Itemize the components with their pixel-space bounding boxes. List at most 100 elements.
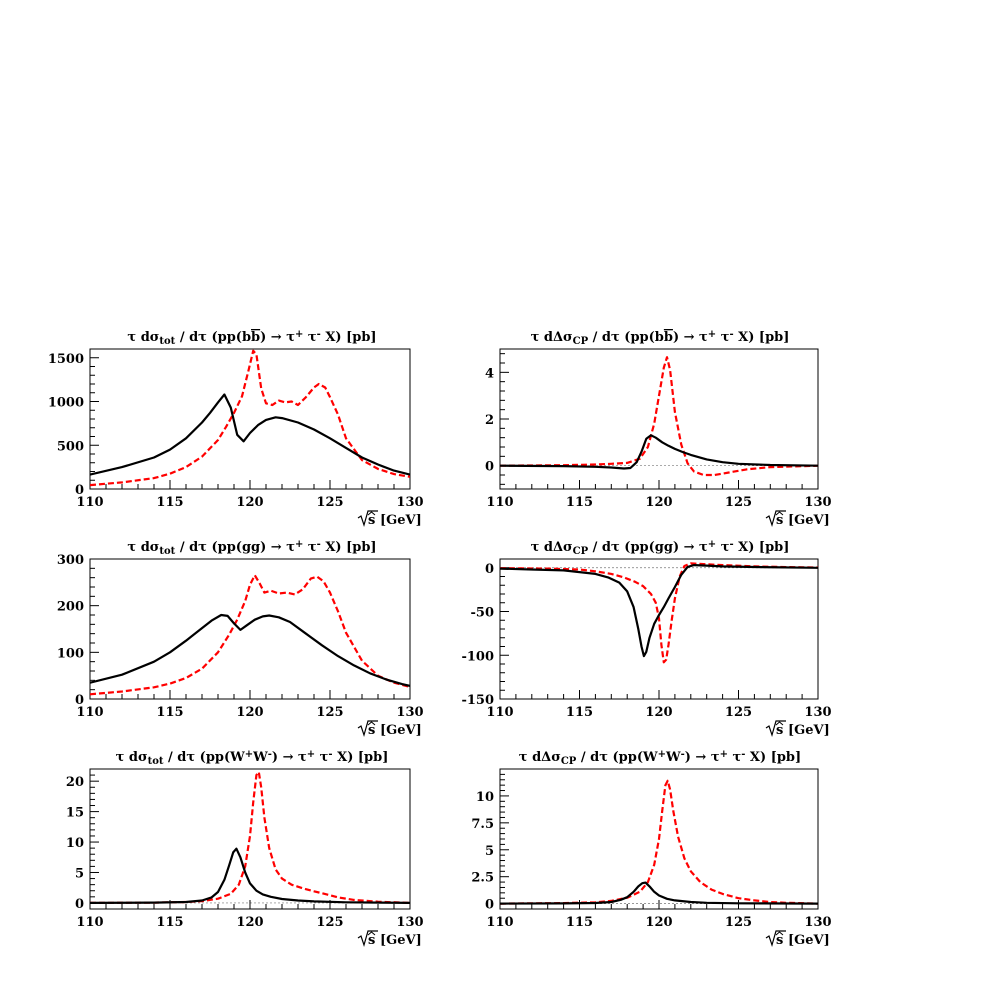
chart-panel-5: τ dσtot / dτ (pp(W+W-) → τ+ τ- X) [pb]11… [66,749,424,948]
title-part: + [295,329,303,340]
x-tick-label: 115 [566,495,593,510]
x-unit-label: [GeV] [788,933,830,948]
x-unit-label: [GeV] [788,513,830,528]
y-tick-label: 7.5 [471,817,494,832]
sqrt-icon [765,720,786,738]
solid-black-series-line [500,881,818,905]
title-part: + [245,749,253,760]
y-tick-label: 500 [57,439,84,454]
y-tick-label: 10 [476,790,494,805]
sqrt-s-symbol: s [368,723,375,738]
x-tick-label: 120 [236,495,263,510]
x-tick-label: 110 [486,915,513,930]
x-tick-label: 130 [396,495,423,510]
sqrt-s-symbol: s [368,513,375,528]
title-part: ) → τ [673,330,708,345]
x-tick-label: 120 [645,495,672,510]
title-part: τ [315,750,329,765]
title-part: X) [pb] [333,750,389,765]
dashed-red-series-line [90,349,410,487]
plot-frame [89,348,411,490]
title-part: / dτ (pp(b [175,330,251,345]
hat-icon [367,721,376,726]
y-tick-label: -100 [461,649,494,664]
y-tick-label: -50 [471,606,495,621]
hat-icon [775,931,784,936]
chart-panel-2: τ dΔσCP / dτ (pp(bb) → τ+ τ- X) [pb] 110 1… [485,329,832,528]
x-tick-label: 125 [725,705,752,720]
title-part: + [720,749,728,760]
title-part: W [252,750,268,765]
sqrt-icon [357,930,378,948]
title-part: τ dΔσ [531,330,573,345]
solid-black-series-line [500,434,818,470]
solid-black-series-line [90,393,410,476]
title-part: - [317,539,321,550]
x-tick-label: 120 [645,915,672,930]
title-part: b [664,330,673,345]
x-tick-label: 125 [725,495,752,510]
title-part: τ [728,750,742,765]
title-part: X) [pb] [321,540,377,555]
title-part: - [741,749,745,760]
hat-icon [367,511,376,516]
title-part: + [307,749,315,760]
x-axis-label: s [GeV] [765,510,830,528]
x-tick-label: 125 [316,495,343,510]
solid-black-series-line [500,564,818,658]
y-tick-label: 5 [485,844,494,859]
y-tick-label: 100 [57,646,84,661]
title-part: - [317,329,321,340]
x-tick-label: 115 [156,915,183,930]
y-tick-label: 20 [66,775,84,790]
chart-panel-4: τ dΔσCP / dτ (pp(gg) → τ+ τ- X) [pb] 110 1… [461,539,831,738]
title-part: τ dσ [116,750,148,765]
title-part: - [268,749,272,760]
title-part: X) [pb] [321,330,377,345]
title-part: W [665,750,681,765]
x-tick-label: 120 [236,915,263,930]
sqrt-icon [357,720,378,738]
sqrt-s-symbol: s [368,933,375,948]
chart-title: τ dΔσCP / dτ (pp(bb) → τ+ τ- X) [pb] [531,329,790,347]
chart-title: τ dσtot / dτ (pp(gg) → τ+ τ- X) [pb] [127,539,376,557]
title-part: ) → τ [272,750,307,765]
x-tick-label: 130 [396,915,423,930]
x-axis-label: s [GeV] [765,930,830,948]
title-part: τ [303,330,317,345]
x-tick-label: 120 [645,705,672,720]
title-part: τ dσ [127,540,159,555]
chart-panel-3: τ dσtot / dτ (pp(gg) → τ+ τ- X) [pb] 110 1… [57,539,424,738]
y-tick-label: 300 [57,553,84,568]
chart-title: τ dΔσCP / dτ (pp(W+W-) → τ+ τ- X) [pb] [519,749,801,767]
title-part: / dτ (pp(gg) → τ [588,540,708,555]
chart-title: τ dσtot / dτ (pp(bb) → τ+ τ- X) [pb] [127,329,376,347]
title-part: ) → τ [260,330,295,345]
title-part: + [295,539,303,550]
title-part: - [729,329,733,340]
title-part: / dτ (pp(W [164,750,246,765]
title-part: τ [303,540,317,555]
x-tick-label: 115 [156,495,183,510]
title-part: ) → τ [685,750,720,765]
chart-title: τ dσtot / dτ (pp(W+W-) → τ+ τ- X) [pb] [116,749,389,767]
y-tick-label: 2 [485,413,494,428]
x-tick-label: 110 [76,915,103,930]
y-tick-label: 0 [75,483,84,498]
sqrt-s-symbol: s [776,513,783,528]
y-tick-label: -150 [461,693,494,708]
title-part: - [729,539,733,550]
chart-title: τ dΔσCP / dτ (pp(gg) → τ+ τ- X) [pb] [531,539,790,557]
x-tick-label: 115 [566,915,593,930]
plot-frame [89,558,411,700]
y-tick-label: 0 [485,562,494,577]
title-part: X) [pb] [734,540,790,555]
y-tick-label: 1000 [48,396,84,411]
sqrt-icon [765,510,786,528]
solid-black-series-line [90,613,410,687]
x-tick-label: 130 [804,915,831,930]
x-tick-label: 130 [804,705,831,720]
y-tick-label: 2.5 [471,871,494,886]
sqrt-s-symbol: s [776,933,783,948]
y-tick-label: 0 [75,693,84,708]
